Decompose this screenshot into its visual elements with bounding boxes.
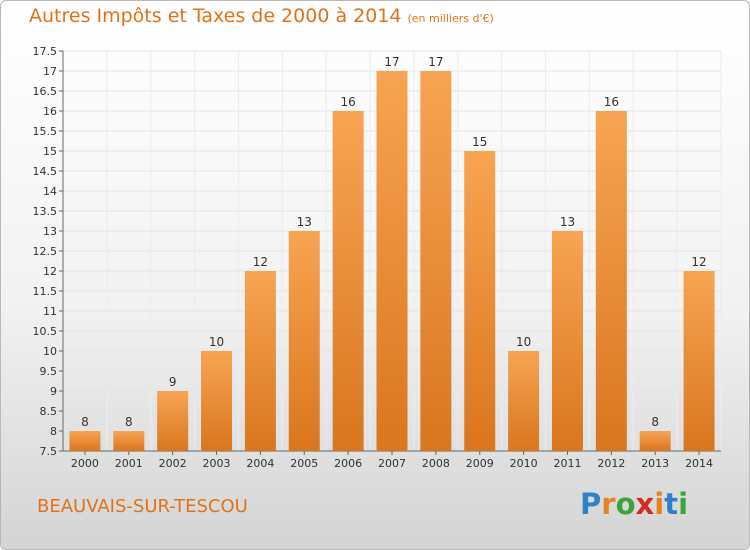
y-tick-label: 9 xyxy=(50,385,57,398)
data-label-2002: 9 xyxy=(169,375,177,389)
bar-2007 xyxy=(376,71,408,451)
y-tick-label: 8 xyxy=(50,425,57,438)
x-tick-label-2002: 2002 xyxy=(159,457,187,470)
data-label-2001: 8 xyxy=(125,415,133,429)
data-label-2010: 10 xyxy=(516,335,531,349)
y-tick-label: 12.5 xyxy=(33,245,58,258)
y-tick-label: 12 xyxy=(43,265,57,278)
data-label-2011: 13 xyxy=(560,215,575,229)
data-label-2009: 15 xyxy=(472,135,487,149)
x-tick-label-2014: 2014 xyxy=(685,457,713,470)
data-label-2003: 10 xyxy=(209,335,224,349)
logo-letter: P xyxy=(580,487,602,521)
y-tick-label: 13 xyxy=(43,225,57,238)
x-tick-label-2003: 2003 xyxy=(203,457,231,470)
logo-letter: x xyxy=(635,487,655,521)
x-tick-label-2011: 2011 xyxy=(553,457,581,470)
y-tick-label: 16.5 xyxy=(33,85,58,98)
y-tick-label: 14.5 xyxy=(33,165,58,178)
y-tick-label: 17 xyxy=(43,65,57,78)
bar-2005 xyxy=(288,231,320,451)
logo-letter: r xyxy=(601,487,616,521)
bar-layer xyxy=(69,71,715,451)
x-tick-label-2010: 2010 xyxy=(510,457,538,470)
x-tick-label-2009: 2009 xyxy=(466,457,494,470)
x-tick-label-2008: 2008 xyxy=(422,457,450,470)
data-label-2014: 12 xyxy=(691,255,706,269)
data-label-2012: 16 xyxy=(604,95,619,109)
data-label-2013: 8 xyxy=(651,415,659,429)
data-label-2004: 12 xyxy=(253,255,268,269)
y-tick-label: 9.5 xyxy=(40,365,58,378)
bar-2006 xyxy=(332,111,364,451)
y-tick-label: 13.5 xyxy=(33,205,58,218)
bar-2003 xyxy=(201,351,233,451)
bar-2004 xyxy=(244,271,276,451)
x-tick-label-2005: 2005 xyxy=(290,457,318,470)
logo-letter: o xyxy=(615,487,636,521)
data-label-2000: 8 xyxy=(81,415,89,429)
y-tick-label: 8.5 xyxy=(40,405,58,418)
x-tick-label-2006: 2006 xyxy=(334,457,362,470)
y-tick-label: 10 xyxy=(43,345,57,358)
y-tick-label: 7.5 xyxy=(40,445,58,458)
bar-2012 xyxy=(595,111,627,451)
bar-2008 xyxy=(420,71,452,451)
y-tick-label: 15 xyxy=(43,145,57,158)
bar-2009 xyxy=(464,151,496,451)
bar-2000 xyxy=(69,431,101,451)
commune-name: BEAUVAIS-SUR-TESCOU xyxy=(37,496,248,517)
x-tick-label-2000: 2000 xyxy=(71,457,99,470)
label-layer: 8 2000 8 2001 9 2002 10 2003 12 2004 13 2005 16 2006 1… xyxy=(71,55,713,470)
bar-2011 xyxy=(551,231,583,451)
bar-2013 xyxy=(639,431,671,451)
logo-letter: i xyxy=(654,487,665,521)
x-tick-label-2001: 2001 xyxy=(115,457,143,470)
y-tick-label: 15.5 xyxy=(33,125,58,138)
x-tick-label-2007: 2007 xyxy=(378,457,406,470)
y-tick-label: 16 xyxy=(43,105,57,118)
chart-title: Autres Impôts et Taxes de 2000 à 2014 (en… xyxy=(29,5,494,27)
y-tick-label: 11.5 xyxy=(33,285,58,298)
data-label-2007: 17 xyxy=(384,55,399,69)
y-tick-label: 11 xyxy=(43,305,57,318)
x-tick-label-2013: 2013 xyxy=(641,457,669,470)
chart-subtitle: (en milliers d'€) xyxy=(407,12,494,25)
chart-title-text: Autres Impôts et Taxes de 2000 à 2014 xyxy=(29,5,402,27)
y-tick-label: 10.5 xyxy=(33,325,58,338)
bar-2002 xyxy=(157,391,189,451)
x-tick-label-2004: 2004 xyxy=(246,457,274,470)
bar-2014 xyxy=(683,271,715,451)
bar-2001 xyxy=(113,431,145,451)
proxiti-logo[interactable]: Proxiti xyxy=(580,487,688,521)
y-tick-label: 17.5 xyxy=(33,45,58,58)
data-label-2005: 13 xyxy=(297,215,312,229)
data-label-2008: 17 xyxy=(428,55,443,69)
bar-2010 xyxy=(508,351,540,451)
x-tick-label-2012: 2012 xyxy=(597,457,625,470)
logo-letter: i xyxy=(678,487,689,521)
y-tick-label: 14 xyxy=(43,185,57,198)
data-label-2006: 16 xyxy=(340,95,355,109)
logo-letter: t xyxy=(664,487,679,521)
